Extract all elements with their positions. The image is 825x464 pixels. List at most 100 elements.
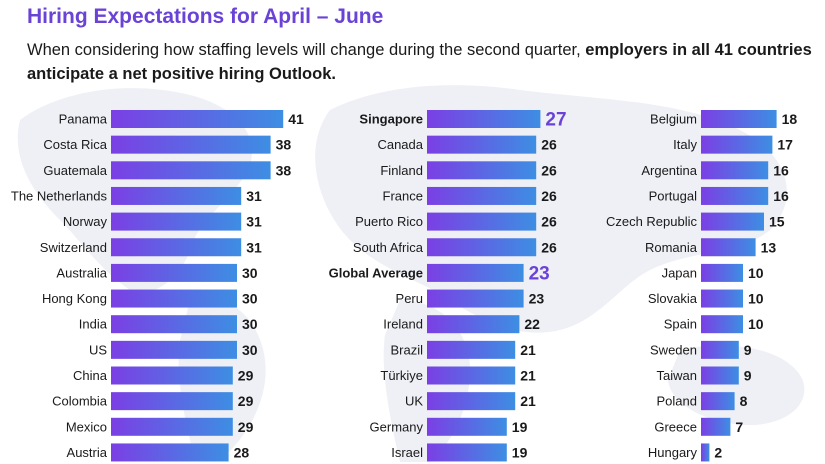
category-label-costa-rica: Costa Rica (43, 137, 107, 152)
bar-hong-kong (111, 289, 237, 308)
category-label-puerto-rico: Puerto Rico (355, 214, 423, 229)
bar-hungary (701, 443, 710, 462)
value-label-canada: 26 (541, 137, 557, 153)
value-label-ireland: 22 (524, 316, 540, 332)
bar-france (427, 186, 537, 205)
bar-poland (701, 392, 735, 411)
bar-costa-rica (111, 135, 271, 154)
value-label-austria: 28 (234, 444, 250, 460)
value-label-us: 30 (242, 342, 258, 358)
value-label-turkiye: 21 (520, 368, 536, 384)
bar-china (111, 366, 233, 385)
value-label-singapore: 27 (545, 110, 566, 131)
bar-south-africa (427, 238, 537, 257)
category-label-peru: Peru (396, 291, 423, 306)
bar-portugal (701, 186, 769, 205)
page-title: Hiring Expectations for April – June (27, 5, 384, 28)
subtitle-text: When considering how staffing levels wil… (27, 41, 586, 59)
value-label-taiwan: 9 (744, 368, 752, 384)
bar-peru (427, 289, 524, 308)
value-label-belgium: 18 (782, 111, 798, 127)
bar-austria (111, 443, 229, 462)
category-label-canada: Canada (377, 137, 423, 152)
bar-belgium (701, 110, 777, 128)
value-label-finland: 26 (541, 162, 557, 178)
value-label-sweden: 9 (744, 342, 752, 358)
value-label-romania: 13 (761, 239, 777, 255)
category-label-germany: Germany (370, 419, 424, 434)
category-label-panama: Panama (59, 112, 108, 127)
value-label-norway: 31 (246, 214, 262, 230)
bar-the-netherlands (111, 186, 242, 205)
category-label-hong-kong: Hong Kong (42, 291, 107, 306)
value-label-global-average: 23 (529, 263, 550, 284)
category-label-australia: Australia (56, 265, 107, 280)
value-label-germany: 19 (512, 419, 528, 435)
category-label-sweden: Sweden (650, 342, 697, 357)
bar-colombia (111, 392, 233, 411)
value-label-colombia: 29 (238, 393, 254, 409)
bar-turkiye (427, 366, 516, 385)
value-label-portugal: 16 (773, 188, 789, 204)
value-label-greece: 7 (735, 419, 743, 435)
bar-uk (427, 392, 516, 411)
value-label-china: 29 (238, 368, 254, 384)
category-label-finland: Finland (380, 163, 423, 178)
category-label-china: China (73, 368, 108, 383)
page-subtitle: When considering how staffing levels wil… (27, 38, 817, 86)
category-label-greece: Greece (654, 419, 697, 434)
category-label-turkiye: Türkiye (380, 368, 423, 383)
value-label-guatemala: 38 (276, 162, 292, 178)
category-label-us: US (89, 342, 107, 357)
category-label-brazil: Brazil (390, 342, 423, 357)
value-label-france: 26 (541, 188, 557, 204)
value-label-mexico: 29 (238, 419, 254, 435)
category-label-uk: UK (405, 394, 423, 409)
bar-canada (427, 135, 537, 154)
value-label-italy: 17 (777, 137, 793, 153)
bar-taiwan (701, 366, 739, 385)
category-label-colombia: Colombia (52, 394, 108, 409)
bar-slovakia (701, 289, 743, 308)
category-label-india: India (79, 317, 108, 332)
bar-sweden (701, 340, 739, 359)
value-label-argentina: 16 (773, 162, 789, 178)
category-label-spain: Spain (664, 317, 697, 332)
bar-australia (111, 263, 237, 282)
subtitle-emphasis: employers in all 41 countries anticipate… (27, 41, 812, 83)
value-label-south-africa: 26 (541, 239, 557, 255)
category-label-norway: Norway (63, 214, 108, 229)
category-label-portugal: Portugal (649, 188, 698, 203)
category-label-south-africa: South Africa (353, 240, 424, 255)
category-label-hungary: Hungary (648, 445, 698, 460)
bar-ireland (427, 315, 520, 334)
category-label-the-netherlands: The Netherlands (11, 188, 108, 203)
value-label-slovakia: 10 (748, 291, 764, 307)
category-label-guatemala: Guatemala (43, 163, 107, 178)
category-label-france: France (383, 188, 423, 203)
value-label-puerto-rico: 26 (541, 214, 557, 230)
bar-greece (701, 417, 731, 436)
bar-brazil (427, 340, 516, 359)
value-label-poland: 8 (740, 393, 748, 409)
value-label-japan: 10 (748, 265, 764, 281)
bar-czech-republic (701, 212, 764, 231)
bar-israel (427, 443, 507, 462)
bar-norway (111, 212, 242, 231)
value-label-panama: 41 (288, 111, 304, 127)
bar-germany (427, 417, 507, 436)
value-label-uk: 21 (520, 393, 536, 409)
bar-puerto-rico (427, 212, 537, 231)
category-label-italy: Italy (673, 137, 697, 152)
category-label-argentina: Argentina (641, 163, 697, 178)
category-label-austria: Austria (67, 445, 108, 460)
value-label-hong-kong: 30 (242, 291, 258, 307)
value-label-brazil: 21 (520, 342, 536, 358)
bar-guatemala (111, 161, 271, 180)
category-label-global-average: Global Average (329, 265, 423, 280)
value-label-the-netherlands: 31 (246, 188, 262, 204)
category-label-taiwan: Taiwan (657, 368, 697, 383)
category-label-slovakia: Slovakia (648, 291, 698, 306)
value-label-costa-rica: 38 (276, 137, 292, 153)
